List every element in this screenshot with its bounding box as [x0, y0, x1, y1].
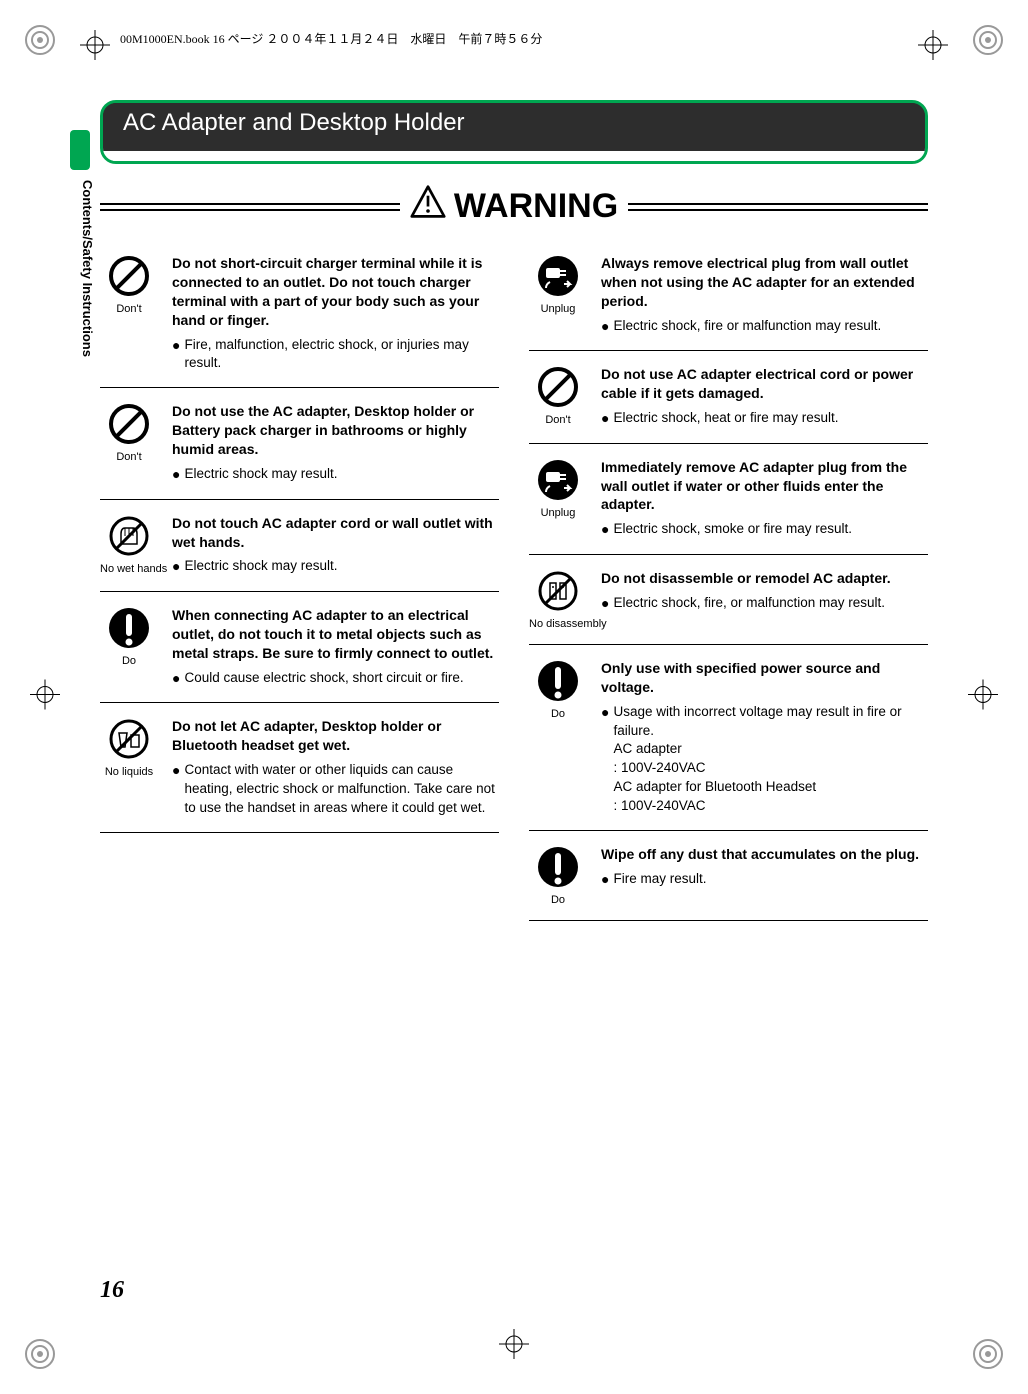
section-label: Contents/Safety Instructions	[80, 180, 95, 357]
noDisassembly-icon: No disassembly	[529, 569, 587, 630]
item-title: Only use with specified power source and…	[601, 659, 928, 697]
warning-item: Do Only use with specified power source a…	[529, 659, 928, 831]
page-title: AC Adapter and Desktop Holder	[103, 103, 925, 151]
warning-item: No disassembly Do not disassemble or remo…	[529, 569, 928, 645]
warning-item: No wet hands Do not touch AC adapter cord…	[100, 514, 499, 592]
noWetHands-icon: No wet hands	[100, 514, 158, 577]
item-bullet: ●Electric shock, heat or fire may result…	[601, 409, 928, 429]
item-title: Always remove electrical plug from wall …	[601, 254, 928, 311]
item-content: When connecting AC adapter to an electri…	[172, 606, 499, 688]
warning-header: WARNING	[100, 184, 928, 229]
right-column: UnplugAlways remove electrical plug from…	[529, 254, 928, 935]
section-tab	[70, 130, 90, 170]
warning-item: DoWhen connecting AC adapter to an elect…	[100, 606, 499, 703]
warning-item: Don'tDo not use the AC adapter, Desktop …	[100, 402, 499, 499]
warning-label: WARNING	[454, 187, 618, 226]
unplug-icon: Unplug	[529, 254, 587, 336]
do-icon: Do	[100, 606, 158, 688]
do-icon: Do	[529, 659, 587, 816]
dont-icon: Don't	[100, 402, 158, 484]
item-title: Do not use AC adapter electrical cord or…	[601, 365, 928, 403]
item-bullet: ●Usage with incorrect voltage may result…	[601, 703, 928, 816]
warning-item: Don't Do not use AC adapter electrical co…	[529, 365, 928, 443]
item-content: Do not disassemble or remodel AC adapter…	[601, 569, 928, 630]
item-content: Always remove electrical plug from wall …	[601, 254, 928, 336]
item-bullet: ●Fire, malfunction, electric shock, or i…	[172, 336, 499, 374]
item-title: Do not short-circuit charger terminal wh…	[172, 254, 499, 330]
item-title: When connecting AC adapter to an electri…	[172, 606, 499, 663]
item-content: Only use with specified power source and…	[601, 659, 928, 816]
crop-mark-icon	[80, 30, 110, 65]
item-bullet: ●Electric shock, smoke or fire may resul…	[601, 520, 928, 540]
item-content: Do not use the AC adapter, Desktop holde…	[172, 402, 499, 484]
warning-triangle-icon	[410, 184, 446, 229]
item-bullet: ●Contact with water or other liquids can…	[172, 761, 499, 818]
crop-mark-icon	[30, 680, 60, 715]
noLiquids-icon: No liquids	[100, 717, 158, 817]
dont-icon: Don't	[529, 365, 587, 428]
item-bullet: ●Fire may result.	[601, 870, 928, 890]
warning-item: UnplugImmediately remove AC adapter plug…	[529, 458, 928, 555]
crop-mark-icon	[499, 1329, 529, 1364]
registration-mark-icon	[20, 20, 60, 60]
item-title: Do not disassemble or remodel AC adapter…	[601, 569, 928, 588]
item-title: Do not touch AC adapter cord or wall out…	[172, 514, 499, 552]
item-content: Do not let AC adapter, Desktop holder or…	[172, 717, 499, 817]
item-content: Immediately remove AC adapter plug from …	[601, 458, 928, 540]
item-content: Do not use AC adapter electrical cord or…	[601, 365, 928, 428]
item-bullet: ●Electric shock may result.	[172, 465, 499, 485]
item-content: Do not short-circuit charger terminal wh…	[172, 254, 499, 373]
dont-icon: Don't	[100, 254, 158, 373]
page-number: 16	[100, 1277, 124, 1304]
unplug-icon: Unplug	[529, 458, 587, 540]
item-title: Immediately remove AC adapter plug from …	[601, 458, 928, 515]
item-bullet: ●Electric shock may result.	[172, 557, 499, 577]
print-header: 00M1000EN.book 16 ページ ２００４年１１月２４日 水曜日 午前…	[120, 30, 542, 47]
item-bullet: ●Electric shock, fire or malfunction may…	[601, 317, 928, 337]
item-title: Do not use the AC adapter, Desktop holde…	[172, 402, 499, 459]
registration-mark-icon	[968, 20, 1008, 60]
warning-item: Do Wipe off any dust that accumulates on …	[529, 845, 928, 921]
title-bar: AC Adapter and Desktop Holder	[100, 100, 928, 164]
left-column: Don'tDo not short-circuit charger termin…	[100, 254, 499, 935]
registration-mark-icon	[20, 1334, 60, 1374]
crop-mark-icon	[918, 30, 948, 65]
registration-mark-icon	[968, 1334, 1008, 1374]
item-title: Do not let AC adapter, Desktop holder or…	[172, 717, 499, 755]
item-bullet: ●Could cause electric shock, short circu…	[172, 669, 499, 689]
crop-mark-icon	[968, 680, 998, 715]
item-content: Wipe off any dust that accumulates on th…	[601, 845, 928, 906]
item-title: Wipe off any dust that accumulates on th…	[601, 845, 928, 864]
item-content: Do not touch AC adapter cord or wall out…	[172, 514, 499, 577]
do-icon: Do	[529, 845, 587, 906]
item-bullet: ●Electric shock, fire, or malfunction ma…	[601, 594, 928, 614]
warning-item: UnplugAlways remove electrical plug from…	[529, 254, 928, 351]
warning-item: No liquids Do not let AC adapter, Desktop…	[100, 717, 499, 832]
warning-item: Don'tDo not short-circuit charger termin…	[100, 254, 499, 388]
